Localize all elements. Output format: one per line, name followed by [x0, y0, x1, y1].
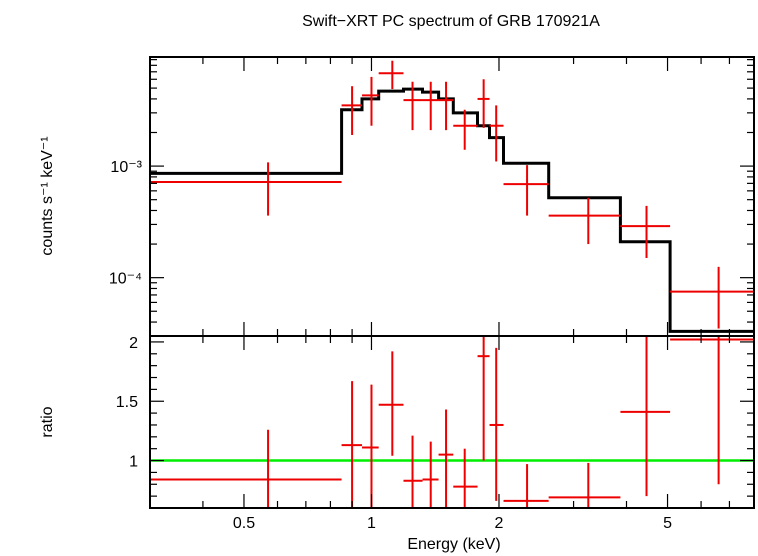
y-tick-label: 2: [129, 335, 138, 352]
y-tick-label: 10⁻⁴: [109, 271, 142, 288]
chart-title: Swift−XRT PC spectrum of GRB 170921A: [302, 13, 600, 30]
x-tick-label: 5: [663, 515, 672, 532]
ratio-y-axis-label: ratio: [39, 406, 56, 437]
spectrum-panel: 10⁻³ 10⁻⁴: [109, 56, 755, 337]
spectrum-axis-ticks: 10⁻³ 10⁻⁴: [109, 57, 755, 337]
ratio-axis-ticks: 0.5 1 2 5 1 1.5 2: [116, 335, 755, 532]
spectrum-y-axis-label: counts s⁻¹ keV⁻¹: [39, 136, 56, 255]
ratio-data-points: [150, 336, 754, 508]
model-step-line: [150, 87, 754, 333]
spectrum-data-points: [150, 60, 754, 329]
x-axis-label: Energy (keV): [407, 536, 500, 553]
y-tick-label: 1: [129, 454, 138, 471]
x-tick-label: 2: [495, 515, 504, 532]
y-tick-label: 1.5: [116, 394, 138, 411]
model-line: [150, 87, 754, 333]
y-tick-label: 10⁻³: [110, 159, 142, 176]
ratio-plot-frame: [149, 335, 755, 509]
x-tick-label: 1: [367, 515, 376, 532]
ratio-panel: 0.5 1 2 5 1 1.5 2: [116, 335, 755, 532]
x-tick-label: 0.5: [233, 515, 255, 532]
